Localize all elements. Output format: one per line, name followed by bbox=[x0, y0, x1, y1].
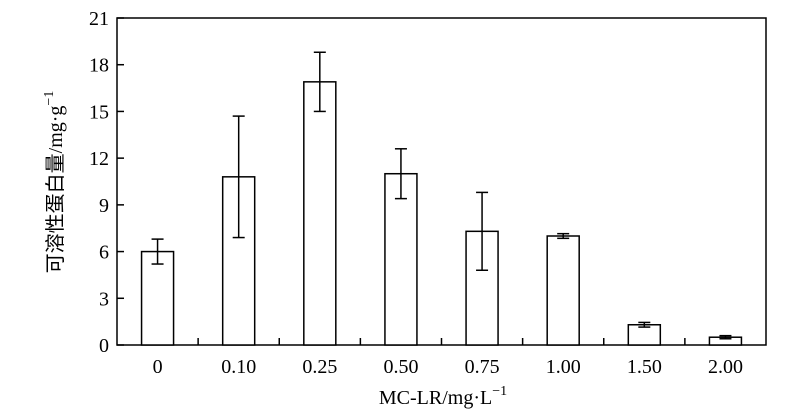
error-bars bbox=[151, 51, 732, 340]
x-tick-label: 0.25 bbox=[302, 356, 337, 378]
y-tick-label: 3 bbox=[99, 288, 109, 310]
y-tick-label: 15 bbox=[89, 101, 109, 123]
error-bar bbox=[719, 334, 732, 340]
error-bar bbox=[313, 51, 326, 113]
bars bbox=[140, 81, 743, 346]
y-tick-label: 6 bbox=[99, 242, 109, 264]
bar bbox=[384, 172, 418, 346]
y-tick-label: 9 bbox=[99, 195, 109, 217]
x-tick-label: 0.75 bbox=[465, 356, 500, 378]
y-axis-label: 可溶性蛋白量/mg·g−1 bbox=[42, 91, 67, 274]
x-axis-label: MC-LR/mg·L−1 bbox=[379, 384, 507, 409]
bar bbox=[303, 81, 337, 346]
bar bbox=[546, 235, 580, 346]
y-tick-label: 21 bbox=[89, 8, 109, 30]
error-bar bbox=[638, 321, 651, 328]
error-bar bbox=[232, 115, 245, 239]
plot-area-border bbox=[116, 17, 767, 346]
plot-frame bbox=[116, 17, 767, 346]
x-tick-label: 2.00 bbox=[708, 356, 743, 378]
x-tick-label: 0.10 bbox=[221, 356, 256, 378]
x-axis-ticks: 0 0.10 0.25 0.50 0.75 1.00 1.50 2.00 bbox=[153, 338, 743, 378]
x-tick-label: 1.00 bbox=[546, 356, 581, 378]
error-bar bbox=[151, 238, 164, 265]
bar bbox=[140, 250, 175, 346]
x-tick-label: 0.50 bbox=[383, 356, 418, 378]
error-bar bbox=[557, 232, 570, 240]
y-axis-ticks: 0 3 6 9 12 15 18 21 bbox=[89, 8, 124, 357]
y-tick-label: 18 bbox=[89, 55, 109, 77]
x-tick-label: 0 bbox=[153, 356, 163, 378]
x-tick-label: 1.50 bbox=[627, 356, 662, 378]
error-bar bbox=[476, 191, 489, 272]
error-bar bbox=[394, 148, 407, 200]
y-tick-label: 12 bbox=[89, 148, 109, 170]
y-tick-label: 0 bbox=[99, 335, 109, 357]
